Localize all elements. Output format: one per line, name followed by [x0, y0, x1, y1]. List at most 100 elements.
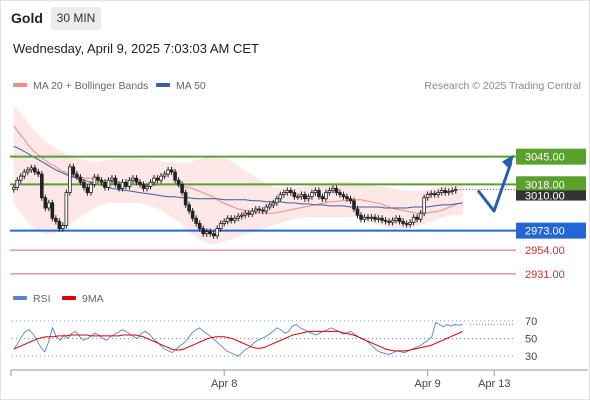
candle	[36, 171, 41, 175]
candle	[352, 200, 356, 210]
rsi-tick-label: 30	[525, 351, 537, 363]
candle	[201, 228, 205, 235]
candle	[106, 179, 111, 188]
legend-swatch	[13, 83, 27, 88]
candle	[275, 198, 279, 204]
candle	[169, 169, 174, 173]
last-price-tag	[516, 189, 586, 201]
candle	[390, 219, 395, 223]
candle	[176, 179, 181, 185]
candle	[446, 191, 451, 193]
candle	[282, 192, 286, 196]
candle	[397, 217, 402, 222]
candle	[243, 212, 248, 216]
legend-item-rsi-ma: 9MA	[62, 293, 104, 305]
candle	[292, 192, 297, 198]
candle	[96, 176, 100, 181]
candle	[71, 166, 76, 175]
bollinger-band	[13, 105, 463, 244]
candle	[117, 183, 121, 189]
price-level-label: 3045.00	[525, 152, 565, 164]
candle	[25, 169, 30, 173]
candle	[425, 194, 430, 199]
legend-label: MA 20 + Bollinger Bands	[33, 80, 149, 92]
timeframe-badge[interactable]: 30 MIN	[51, 7, 101, 30]
timestamp: Wednesday, April 9, 2025 7:03:03 AM CET	[13, 41, 259, 56]
candle	[285, 190, 290, 193]
legend-item-ma20: MA 20 + Bollinger Bands	[13, 80, 148, 92]
candle	[436, 192, 440, 196]
candle	[317, 190, 321, 198]
ma50-line	[13, 145, 463, 209]
candle	[211, 233, 216, 237]
candle	[43, 197, 48, 209]
x-axis-label: Apr 13	[478, 378, 510, 390]
legend-label: MA 50	[176, 80, 206, 92]
candle	[82, 181, 86, 188]
candle	[394, 217, 398, 221]
price-level-label: 2931.00	[525, 269, 565, 281]
candle	[89, 183, 93, 193]
candle	[215, 228, 219, 237]
candle	[418, 212, 423, 220]
projection-arrowhead	[502, 154, 514, 170]
candle	[29, 167, 34, 171]
candle	[253, 208, 258, 212]
legend-label: 9MA	[82, 293, 104, 305]
candle	[190, 210, 195, 219]
candle	[439, 190, 444, 193]
candle	[313, 190, 318, 193]
candle	[134, 177, 139, 183]
candle	[271, 202, 276, 206]
candle	[359, 214, 363, 220]
price-level-label: 3018.00	[525, 179, 565, 191]
candle	[225, 217, 230, 222]
candle	[373, 216, 377, 220]
price-level-label: 2954.00	[525, 245, 565, 257]
candle	[61, 225, 65, 229]
candle	[257, 208, 262, 211]
candle	[415, 216, 419, 220]
asset-name: Gold	[11, 10, 43, 26]
last-price-label: 3010.00	[525, 191, 565, 203]
candle	[152, 177, 156, 183]
candle	[103, 181, 107, 188]
candle	[120, 181, 125, 189]
rsi-tick-label: 50	[525, 334, 537, 346]
candle	[222, 220, 227, 224]
candle	[159, 175, 163, 181]
candle	[408, 221, 412, 225]
candle	[387, 220, 391, 223]
candle	[194, 217, 198, 224]
candle	[180, 183, 184, 193]
candle	[208, 231, 212, 235]
candle	[246, 212, 251, 215]
candle	[113, 177, 118, 185]
candle	[124, 181, 128, 187]
copyright: Research © 2025 Trading Central	[424, 80, 581, 92]
candle	[110, 177, 114, 181]
candle	[173, 171, 177, 181]
candle	[85, 187, 90, 193]
price-level-tag	[516, 222, 586, 239]
candle	[366, 216, 370, 219]
chart-header: Gold 30 MIN	[0, 0, 590, 36]
candle	[32, 167, 37, 173]
candle	[306, 196, 311, 200]
candle	[250, 210, 255, 215]
candle	[334, 188, 339, 193]
candle	[239, 214, 244, 217]
candle	[78, 176, 83, 183]
candle	[54, 217, 58, 222]
candle	[11, 187, 16, 190]
legend-item-rsi: RSI	[13, 293, 51, 305]
projection-arrow	[476, 162, 513, 213]
candle	[310, 192, 314, 198]
candle	[92, 176, 97, 185]
candle	[155, 177, 160, 181]
candle	[68, 166, 72, 193]
candle	[99, 179, 104, 183]
candle	[166, 169, 170, 175]
x-axis-label: Apr 9	[414, 378, 440, 390]
